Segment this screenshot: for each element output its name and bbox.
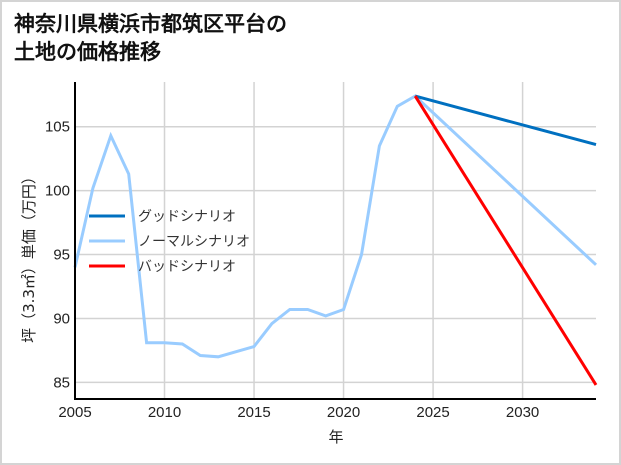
y-tick-label: 95: [53, 247, 70, 264]
axes: [74, 82, 596, 400]
chart-title-line1: 神奈川県横浜市都筑区平台の: [14, 12, 287, 36]
series-line-0: [414, 94, 597, 147]
x-tick-label: 2020: [327, 404, 360, 421]
chart-title-line2: 土地の価格推移: [14, 40, 161, 64]
legend-label: バッドシナリオ: [138, 259, 236, 275]
gridlines: [74, 82, 596, 399]
x-tick-label: 2030: [506, 404, 539, 421]
y-tick-label: 105: [45, 119, 70, 136]
x-tick-label: 2025: [416, 404, 449, 421]
y-axis-ticks: 85 90 95 100 105: [45, 119, 70, 392]
x-axis-label: 年: [328, 428, 343, 446]
legend-label: グッドシナリオ: [138, 209, 236, 225]
y-tick-label: 100: [45, 183, 70, 200]
legend-item: グッドシナリオ: [89, 209, 236, 225]
legend-label: ノーマルシナリオ: [138, 234, 250, 250]
series-line-1: [73, 94, 598, 359]
x-tick-label: 2015: [237, 404, 270, 421]
x-tick-label: 2005: [58, 404, 91, 421]
y-axis-label: 坪（3.3㎡）単価（万円）: [20, 169, 38, 343]
y-tick-label: 90: [53, 310, 70, 327]
x-tick-label: 2010: [148, 404, 181, 421]
x-axis-ticks: 2005 2010 2015 2020 2025 2030: [58, 404, 539, 421]
legend-item: バッドシナリオ: [89, 259, 236, 275]
legend-item: ノーマルシナリオ: [89, 234, 250, 250]
y-tick-label: 85: [53, 374, 70, 391]
data-series: [73, 94, 598, 386]
chart-title: 神奈川県横浜市都筑区平台の 土地の価格推移: [14, 10, 287, 66]
series-line-2: [413, 95, 598, 386]
